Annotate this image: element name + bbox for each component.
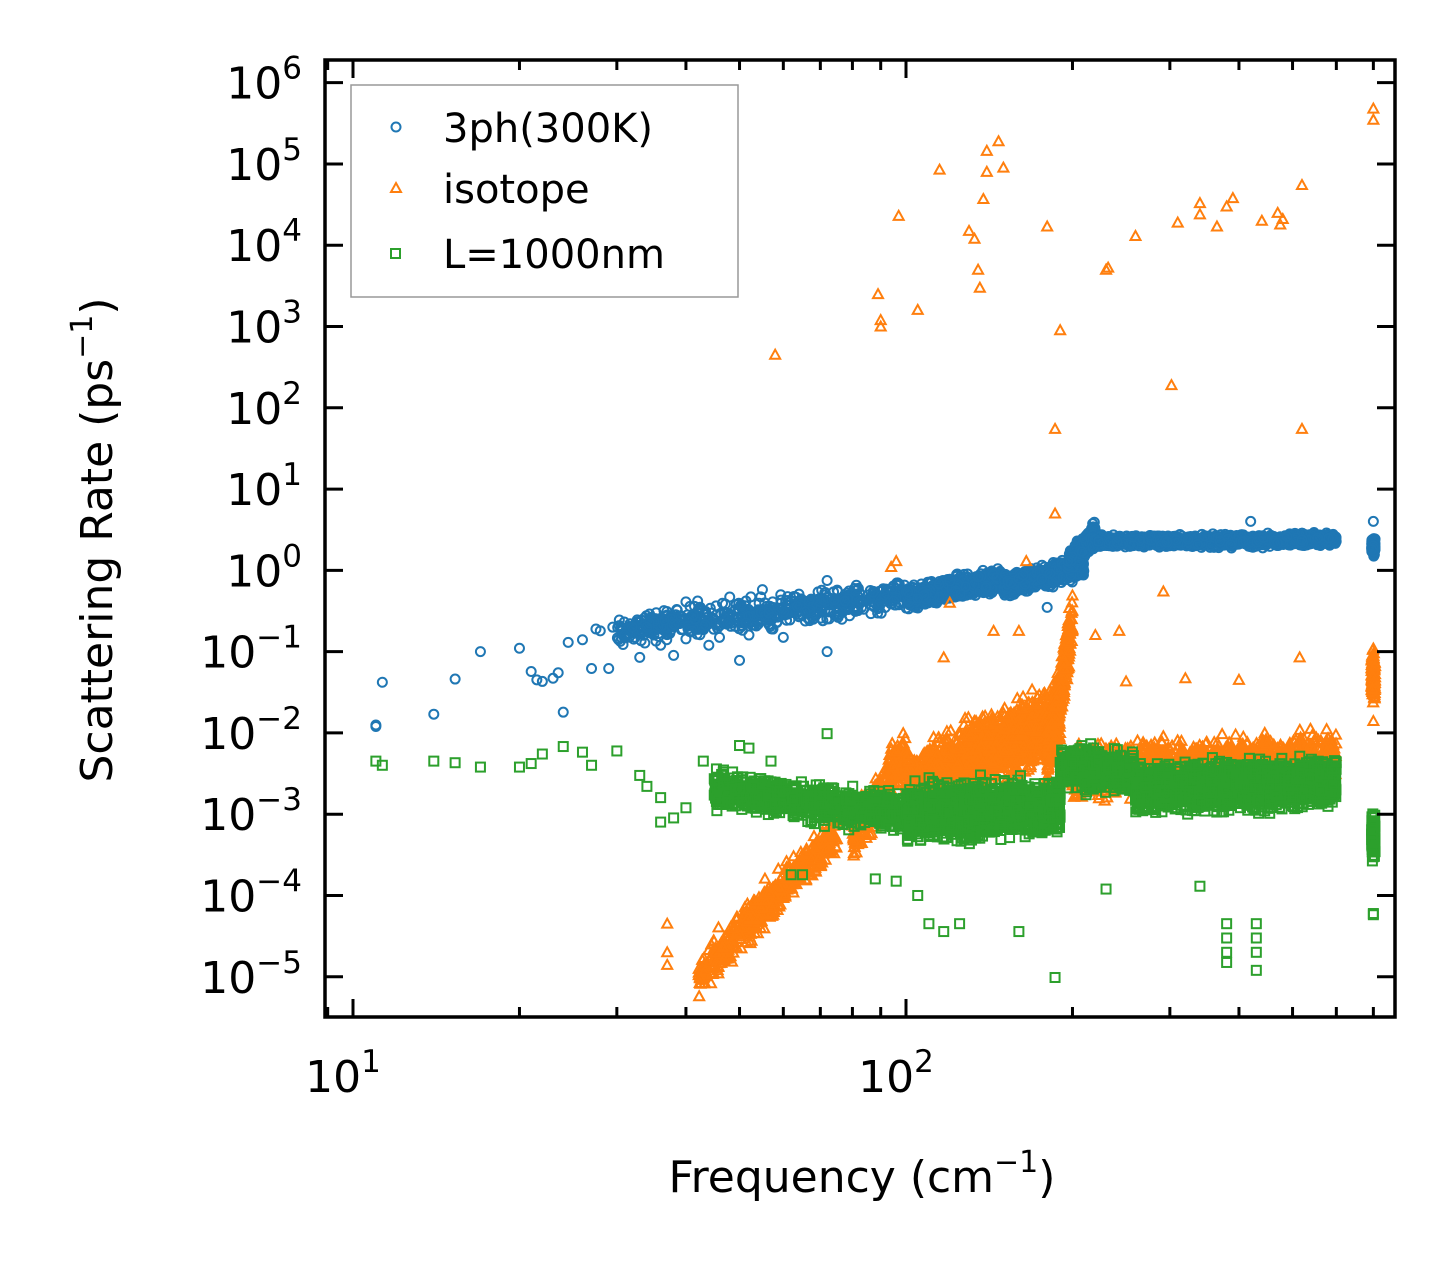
data-point-3ph [856,596,868,608]
data-point-isotope [711,920,726,933]
plot-points [370,101,1382,1002]
data-point-3ph [687,609,699,621]
data-point-3ph [634,651,646,663]
data-point-3ph [668,649,680,661]
data-point-3ph [878,589,890,601]
data-point-3ph [812,586,824,598]
data-point-3ph [803,595,815,607]
data-point-3ph [428,708,440,720]
data-point-3ph [715,609,727,621]
data-point-3ph [730,598,742,610]
data-point-3ph [811,601,823,613]
data-point-3ph [791,600,803,612]
data-point-3ph [821,575,833,587]
data-point-3ph [722,617,734,629]
data-point-3ph [648,615,660,627]
data-point-3ph [376,676,388,688]
data-point-3ph [708,623,720,635]
data-point-isotope [692,989,706,1002]
data-point-3ph [849,605,861,617]
data-point-3ph [740,617,752,629]
data-point-3ph [837,606,849,618]
data-point-3ph [705,617,717,629]
data-point-3ph [742,610,754,622]
data-point-3ph [536,675,548,687]
data-point-3ph [839,595,851,607]
data-point-3ph [682,616,694,628]
data-point-3ph [576,634,588,646]
data-point-3ph [723,616,735,628]
data-point-3ph [1367,515,1379,527]
data-point-3ph [821,646,833,658]
data-point-3ph [886,583,898,595]
data-point-3ph [449,673,461,685]
data-point-3ph [474,646,486,658]
data-point-3ph [867,586,879,598]
data-point-3ph [699,619,711,631]
data-point-3ph [680,633,692,645]
data-point-3ph [717,597,729,609]
data-point-3ph [745,591,757,603]
data-point-3ph [629,631,641,643]
data-point-3ph [703,639,715,651]
data-point-3ph [552,667,564,679]
data-point-3ph [525,665,537,677]
data-point-3ph [603,663,615,675]
data-point-3ph [822,592,834,604]
data-point-3ph [888,595,900,607]
data-point-3ph [788,590,800,602]
data-point-3ph [562,636,574,648]
data-point-3ph [628,633,640,645]
data-point-3ph [815,612,827,624]
data-point-3ph [763,607,775,619]
data-point-3ph [793,606,805,618]
data-point-3ph [735,598,747,610]
data-point-3ph [777,631,789,643]
data-point-3ph [724,591,736,603]
data-point-3ph [734,654,746,666]
data-point-3ph [668,618,680,630]
data-point-3ph [804,615,816,627]
data-point-3ph [775,589,787,601]
data-point-3ph [714,631,726,643]
data-point-3ph [700,605,712,617]
data-point-3ph [513,642,525,654]
data-point-3ph [557,706,569,718]
data-point-3ph [764,621,776,633]
data-point-3ph [1245,515,1257,527]
data-point-3ph [873,598,885,610]
data-point-3ph [743,629,755,641]
data-point-3ph [1041,601,1053,613]
data-point-3ph [631,614,643,626]
data-point-3ph [586,663,598,675]
data-point-3ph [828,594,840,606]
data-point-3ph [763,603,775,615]
data-point-3ph [849,585,861,597]
data-point-3ph [860,595,872,607]
data-point-3ph [782,591,794,603]
data-point-3ph [547,672,559,684]
